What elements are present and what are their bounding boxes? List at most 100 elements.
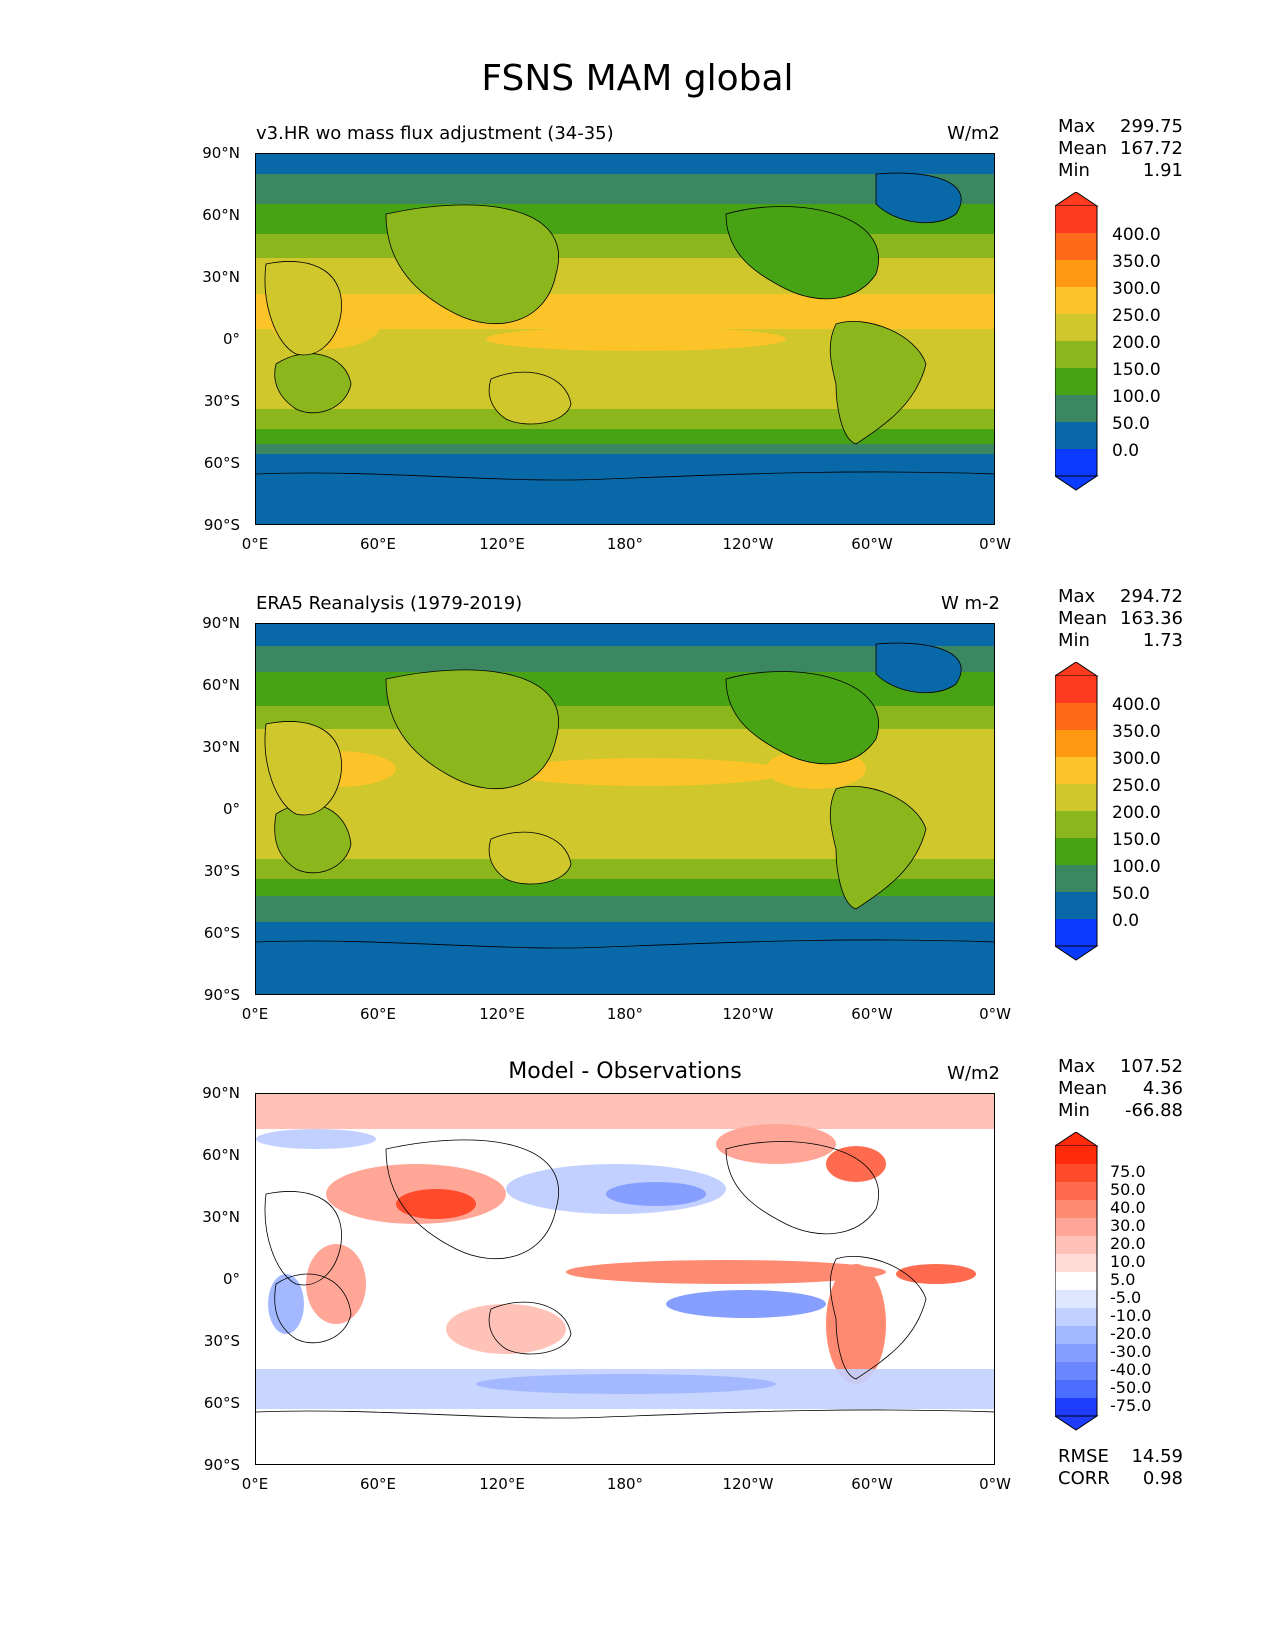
panel3-map xyxy=(255,1093,995,1465)
stat-label: Mean xyxy=(1058,138,1108,159)
stat-label: Max xyxy=(1058,1056,1096,1077)
panel2-cbar-label: 250.0 xyxy=(1112,776,1161,796)
panel3-cbar-label: -20.0 xyxy=(1110,1324,1152,1343)
panel2-lon-tick: 0°E xyxy=(241,1005,269,1023)
panel1-cbar-label: 400.0 xyxy=(1112,225,1161,245)
panel3-title: Model - Observations xyxy=(508,1059,742,1084)
panel2-lon-tick: 120°E xyxy=(479,1005,525,1023)
panel2-cbar-label: 150.0 xyxy=(1112,830,1161,850)
panel2-lon-tick: 120°W xyxy=(722,1005,774,1023)
panel1-lon-tick: 120°E xyxy=(479,535,525,553)
panel1-colorbar xyxy=(1055,192,1099,491)
panel1-map xyxy=(255,153,995,525)
panel2-title: ERA5 Reanalysis (1979-2019) xyxy=(256,593,523,614)
panel2-colorbar xyxy=(1055,662,1099,961)
panel2-map xyxy=(255,623,995,995)
panel1-title: v3.HR wo mass flux adjustment (34-35) xyxy=(256,123,614,144)
panel2-lon-tick: 180° xyxy=(606,1005,644,1023)
panel3-lat-tick: 30°N xyxy=(202,1208,240,1226)
stat-value: 163.36 xyxy=(1120,608,1183,629)
panel3-cbar-label: 10.0 xyxy=(1110,1252,1146,1271)
panel3-cbar-label: 30.0 xyxy=(1110,1216,1146,1235)
panel1-cbar-label: 250.0 xyxy=(1112,306,1161,326)
panel2-lon-tick: 0°W xyxy=(979,1005,1011,1023)
panel1-lon-tick: 120°W xyxy=(722,535,774,553)
panel2-lat-tick: 90°N xyxy=(202,614,240,632)
panel3-cbar-label: 5.0 xyxy=(1110,1270,1136,1289)
panel3-cbar-label: 40.0 xyxy=(1110,1198,1146,1217)
panel3-lat-tick: 30°S xyxy=(203,1332,240,1350)
stat-value: 1.91 xyxy=(1142,160,1183,181)
panel1-lon-tick: 60°W xyxy=(851,535,893,553)
stat-label: Min xyxy=(1058,160,1090,181)
band-midlat-s xyxy=(256,429,994,447)
panel3-cbar-label: -50.0 xyxy=(1110,1378,1152,1397)
panel3-stats: Max 107.52 Mean 4.36 Min -66.88 xyxy=(1058,1056,1183,1122)
panel2-cbar-label: 300.0 xyxy=(1112,749,1161,769)
panel3-lat-tick: 90°N xyxy=(202,1084,240,1102)
panel1-units: W/m2 xyxy=(947,123,1000,144)
panel1-lat-tick: 60°N xyxy=(202,206,240,224)
panel3-lon-tick: 60°E xyxy=(359,1475,397,1493)
panel3-lon-tick: 0°W xyxy=(979,1475,1011,1493)
panel3-lon-tick: 60°W xyxy=(851,1475,893,1493)
panel1-stats: Max 299.75 Mean 167.72 Min 1.91 xyxy=(1058,116,1183,182)
panel3-lat-tick: 60°N xyxy=(202,1146,240,1164)
stat-value: 299.75 xyxy=(1120,116,1183,137)
stat-value: 0.98 xyxy=(1142,1468,1183,1489)
panel2-lat-tick: 90°S xyxy=(203,986,240,1004)
panel3-cbar-label: -5.0 xyxy=(1110,1288,1142,1307)
panel1-cbar-label: 350.0 xyxy=(1112,252,1161,272)
stat-value: -66.88 xyxy=(1124,1100,1183,1121)
stat-label: Max xyxy=(1058,586,1096,607)
panel2-stats: Max 294.72 Mean 163.36 Min 1.73 xyxy=(1058,586,1183,652)
stat-label: Min xyxy=(1058,1100,1090,1121)
panel2-cbar-label: 100.0 xyxy=(1112,857,1161,877)
panel2-lat-tick: 30°S xyxy=(203,862,240,880)
panel3-cbar-label: -40.0 xyxy=(1110,1360,1152,1379)
panel2-lon-tick: 60°E xyxy=(359,1005,397,1023)
panel1-cbar-label: 150.0 xyxy=(1112,360,1161,380)
panel1-lon-tick: 0°E xyxy=(241,535,269,553)
panel1-lon-tick: 60°E xyxy=(359,535,397,553)
stat-value: 294.72 xyxy=(1120,586,1183,607)
panel3-cbar-label: -75.0 xyxy=(1110,1396,1152,1415)
panel1-cbar-label: 100.0 xyxy=(1112,387,1161,407)
panel1-lat-tick: 30°S xyxy=(203,392,240,410)
stat-value: 14.59 xyxy=(1131,1446,1183,1467)
panel2-cbar-label: 0.0 xyxy=(1112,911,1140,931)
band-arctic xyxy=(256,154,994,174)
panel3-cbar-label: -30.0 xyxy=(1110,1342,1152,1361)
stat-value: 167.72 xyxy=(1120,138,1183,159)
panel3-cbar-label: 20.0 xyxy=(1110,1234,1146,1253)
panel2-lat-tick: 60°S xyxy=(203,924,240,942)
stat-value: 1.73 xyxy=(1142,630,1183,651)
panel3-units: W/m2 xyxy=(947,1063,1000,1084)
panel1-lat-tick: 30°N xyxy=(202,268,240,286)
panel2-lat-tick: 60°N xyxy=(202,676,240,694)
panel1-cbar-label: 50.0 xyxy=(1112,414,1150,434)
panel3-lat-tick: 0° xyxy=(222,1270,240,1288)
panel1-cbar-label: 200.0 xyxy=(1112,333,1161,353)
panel2-lat-tick: 30°N xyxy=(202,738,240,756)
panel1-lon-tick: 180° xyxy=(606,535,644,553)
panel2-cbar-label: 50.0 xyxy=(1112,884,1150,904)
panel3-lat-tick: 60°S xyxy=(203,1394,240,1412)
panel2-cbar-label: 400.0 xyxy=(1112,695,1161,715)
panel3-lat-tick: 90°S xyxy=(203,1456,240,1474)
panel1-lat-tick: 90°N xyxy=(202,144,240,162)
panel3-cbar-label: 50.0 xyxy=(1110,1180,1146,1199)
panel3-lon-tick: 120°W xyxy=(722,1475,774,1493)
stat-label: Max xyxy=(1058,116,1096,137)
panel3-cbar-label: -10.0 xyxy=(1110,1306,1152,1325)
panel1-cbar-label: 300.0 xyxy=(1112,279,1161,299)
stat-label: RMSE xyxy=(1058,1446,1109,1467)
panel3-lon-tick: 120°E xyxy=(479,1475,525,1493)
panel1-lon-tick: 0°W xyxy=(979,535,1011,553)
panel2-lon-tick: 60°W xyxy=(851,1005,893,1023)
stat-label: CORR xyxy=(1058,1468,1110,1489)
panel1-lat-tick: 60°S xyxy=(203,454,240,472)
panel1-lat-tick: 0° xyxy=(222,330,240,348)
stat-label: Mean xyxy=(1058,608,1108,629)
figure-title: FSNS MAM global xyxy=(481,58,794,99)
